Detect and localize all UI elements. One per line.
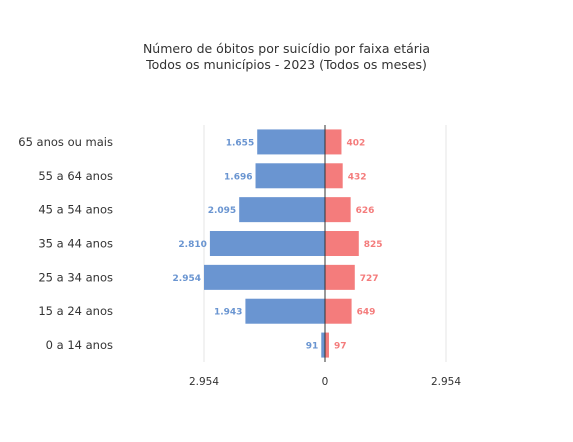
bar-right-3 [325,231,359,256]
tick-label-0: 2.954 [189,376,219,388]
value-label-right-5: 649 [357,308,376,318]
bar-left-5 [245,298,325,324]
bar-right-4 [325,264,355,290]
tick-label-1: 0 [322,376,329,388]
bar-right-0 [325,129,342,155]
value-label-right-3: 825 [364,240,383,250]
bars [204,129,359,358]
value-label-left-2: 2.095 [208,206,236,216]
gridlines [203,125,447,362]
value-label-left-5: 1.943 [214,308,242,318]
category-label-3: 35 a 44 anos [38,237,113,251]
bar-left-0 [257,129,325,155]
value-labels: 1.655 402 1.696 432 2.095 626 2.810 825 2.954 727… [173,138,383,351]
value-label-left-6: 91 [306,342,319,352]
axis-ticks: 2.954 0 2.954 [189,376,461,388]
value-label-left-3: 2.810 [178,240,206,250]
chart-title: Número de óbitos por suicídio por faixa … [142,41,431,56]
category-label-6: 0 a 14 anos [46,338,113,352]
bar-right-5 [325,298,352,324]
value-label-left-1: 1.696 [224,172,252,182]
value-label-right-4: 727 [360,274,379,284]
bar-right-2 [325,197,351,223]
value-label-left-4: 2.954 [173,274,201,284]
bar-left-3 [209,231,325,256]
bar-right-6 [325,332,329,358]
bar-left-1 [255,163,325,189]
bar-left-4 [204,264,325,290]
value-label-right-6: 97 [334,342,347,352]
category-labels: 65 anos ou mais 55 a 64 anos 45 a 54 anos 3… [18,135,113,352]
value-label-left-0: 1.655 [226,138,254,148]
category-label-2: 45 a 54 anos [38,203,113,217]
bar-right-1 [325,163,343,189]
category-label-5: 15 a 24 anos [38,304,113,318]
chart-subtitle: Todos os municípios - 2023 (Todos os mes… [146,57,427,72]
value-label-right-1: 432 [348,172,367,182]
tick-label-2: 2.954 [431,376,461,388]
bar-left-2 [239,197,325,223]
category-label-4: 25 a 34 anos [38,270,113,284]
category-label-1: 55 a 64 anos [38,169,113,183]
bar-left-6 [321,332,325,358]
value-label-right-2: 626 [356,206,375,216]
value-label-right-0: 402 [346,138,365,148]
category-label-0: 65 anos ou mais [18,135,113,149]
